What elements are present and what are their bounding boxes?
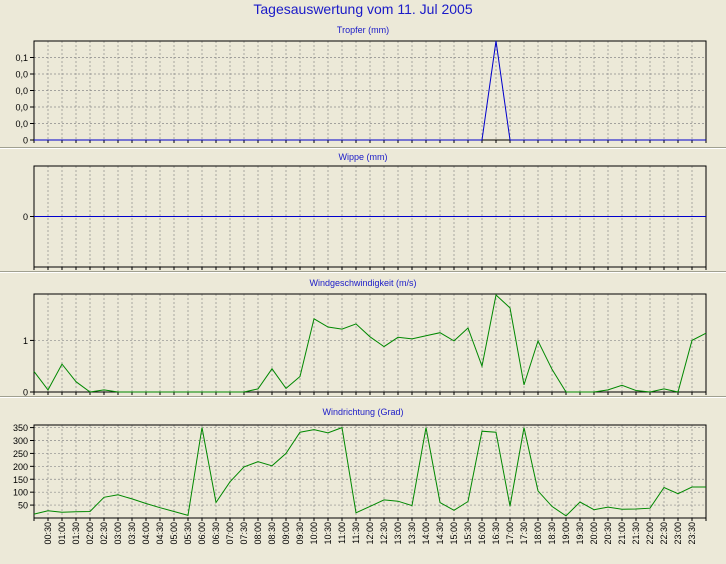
x-tick-label: 14:00 (421, 522, 431, 545)
y-tick-label: 0,1 (15, 53, 28, 63)
x-tick-label: 09:00 (281, 522, 291, 545)
x-tick-label: 09:30 (295, 522, 305, 545)
x-tick-label: 13:30 (407, 522, 417, 545)
x-tick-label: 15:30 (463, 522, 473, 545)
x-tick-label: 04:00 (141, 522, 151, 545)
x-tick-label: 17:30 (519, 522, 529, 545)
x-tick-label: 03:30 (127, 522, 137, 545)
x-tick-label: 02:00 (85, 522, 95, 545)
x-tick-label: 20:00 (589, 522, 599, 545)
x-tick-label: 01:30 (71, 522, 81, 545)
x-tick-label: 04:30 (155, 522, 165, 545)
x-tick-label: 22:00 (645, 522, 655, 545)
x-tick-label: 22:30 (659, 522, 669, 545)
x-tick-label: 07:30 (239, 522, 249, 545)
panel-title: Tropfer (mm) (337, 25, 389, 35)
panel-title: Windrichtung (Grad) (322, 407, 403, 417)
x-tick-label: 02:30 (99, 522, 109, 545)
x-tick-label: 18:00 (533, 522, 543, 545)
x-tick-label: 07:00 (225, 522, 235, 545)
x-tick-label: 16:00 (477, 522, 487, 545)
panel-title: Wippe (mm) (339, 152, 388, 162)
x-tick-label: 08:30 (267, 522, 277, 545)
y-tick-label: 0,0 (15, 70, 28, 80)
x-tick-label: 18:30 (547, 522, 557, 545)
x-tick-label: 15:00 (449, 522, 459, 545)
panel-title: Windgeschwindigkeit (m/s) (309, 278, 416, 288)
x-tick-label: 21:00 (617, 522, 627, 545)
y-tick-label: 0,0 (15, 119, 28, 129)
y-tick-label: 0 (23, 388, 28, 398)
y-tick-label: 100 (13, 488, 28, 498)
x-tick-label: 14:30 (435, 522, 445, 545)
y-tick-label: 0,0 (15, 86, 28, 96)
x-tick-label: 00:30 (43, 522, 53, 545)
y-tick-label: 1 (23, 336, 28, 346)
x-tick-label: 20:30 (603, 522, 613, 545)
y-tick-label: 0 (23, 136, 28, 146)
x-tick-label: 12:00 (365, 522, 375, 545)
y-tick-label: 350 (13, 423, 28, 433)
x-tick-label: 19:30 (575, 522, 585, 545)
x-tick-label: 16:30 (491, 522, 501, 545)
x-tick-label: 10:30 (323, 522, 333, 545)
y-tick-label: 150 (13, 475, 28, 485)
x-tick-label: 11:00 (337, 522, 347, 544)
y-tick-label: 200 (13, 462, 28, 472)
page-title: Tagesauswertung vom 11. Jul 2005 (253, 1, 473, 17)
x-tick-label: 13:00 (393, 522, 403, 545)
x-tick-label: 10:00 (309, 522, 319, 545)
y-tick-label: 300 (13, 436, 28, 446)
x-tick-label: 08:00 (253, 522, 263, 545)
y-tick-label: 0,0 (15, 103, 28, 113)
x-tick-label: 17:00 (505, 522, 515, 545)
x-tick-label: 19:00 (561, 522, 571, 545)
x-tick-label: 23:00 (673, 522, 683, 545)
x-tick-label: 05:30 (183, 522, 193, 545)
x-tick-label: 12:30 (379, 522, 389, 545)
y-tick-label: 0 (23, 212, 28, 222)
x-tick-label: 21:30 (631, 522, 641, 545)
x-tick-label: 05:00 (169, 522, 179, 545)
y-tick-label: 250 (13, 449, 28, 459)
y-tick-label: 50 (18, 501, 28, 511)
x-tick-label: 01:00 (57, 522, 67, 545)
x-tick-label: 06:00 (197, 522, 207, 545)
x-tick-label: 11:30 (351, 522, 361, 544)
x-tick-label: 06:30 (211, 522, 221, 545)
x-tick-label: 03:00 (113, 522, 123, 545)
x-tick-label: 23:30 (687, 522, 697, 545)
